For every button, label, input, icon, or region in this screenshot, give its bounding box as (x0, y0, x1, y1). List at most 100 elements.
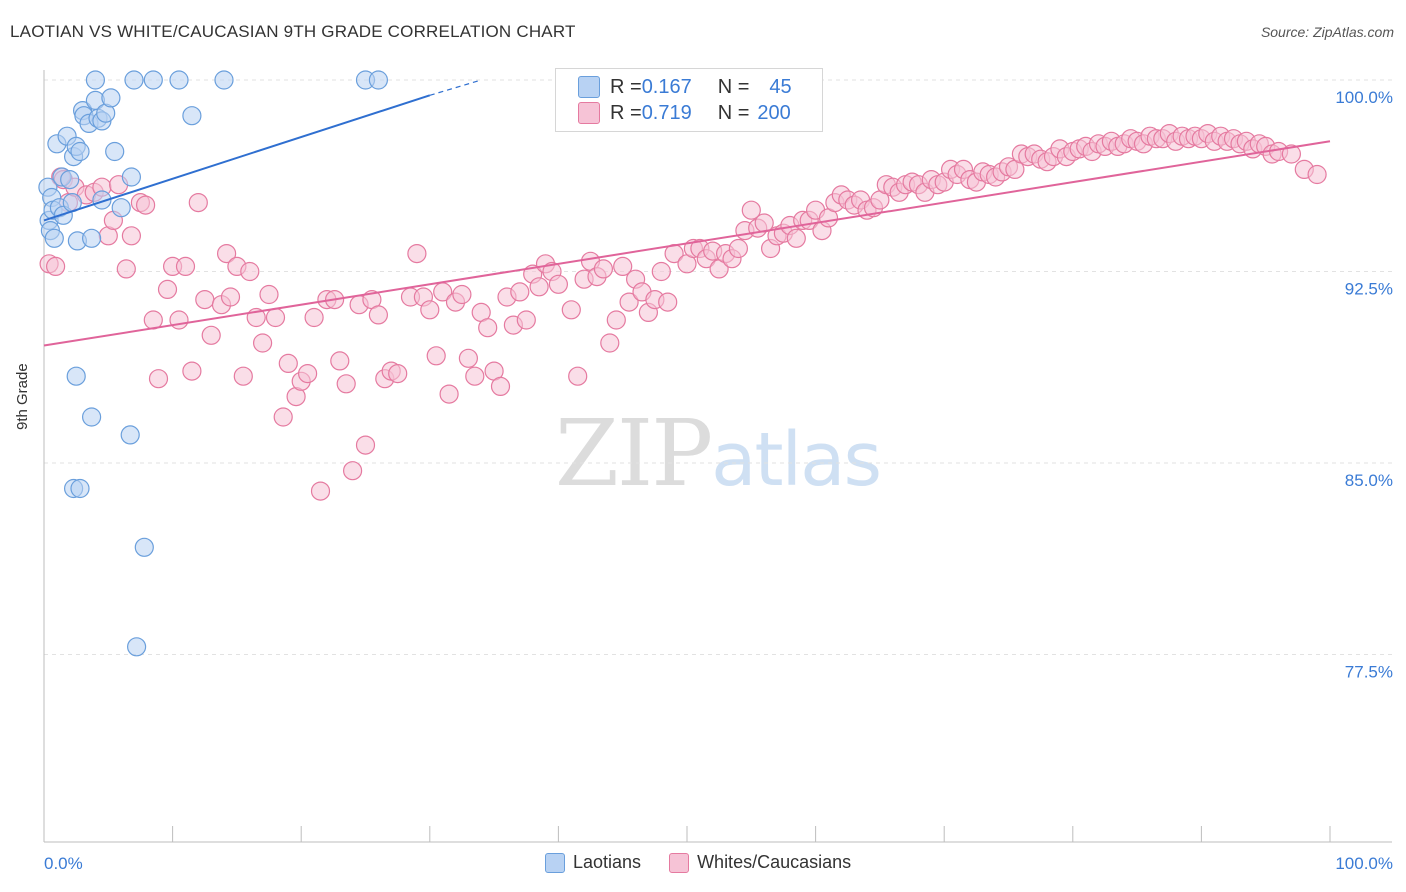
point-laotians (92, 190, 112, 210)
point-laotians (66, 366, 86, 386)
trend-line-whites (43, 140, 1331, 347)
y-axis-label: 9th Grade (14, 363, 31, 430)
trend-lines (43, 79, 1331, 347)
watermark-zip: ZIP (555, 400, 713, 507)
axes (43, 70, 1392, 843)
point-laotians (143, 70, 163, 90)
point-whites (407, 244, 427, 264)
point-whites (426, 346, 446, 366)
point-laotians (105, 141, 125, 162)
point-whites (330, 351, 350, 371)
legend-swatch-whites (669, 852, 690, 873)
point-laotians (81, 228, 102, 248)
tick-labels: 77.5% 85.0% 92.5% 100.0% 0.0% 100.0% (44, 88, 1393, 873)
legend-label-whites: Whites/Caucasians (697, 852, 852, 872)
point-laotians (169, 70, 189, 90)
point-whites (182, 361, 202, 381)
r-value: 0.719 (641, 101, 692, 124)
point-whites (233, 366, 253, 386)
point-whites (613, 256, 633, 276)
watermark-atlas: atlas (711, 417, 882, 503)
r-value: 0.167 (641, 75, 692, 98)
point-whites (116, 259, 136, 279)
point-whites (619, 292, 639, 312)
n-label: N = (717, 101, 750, 124)
point-whites (529, 277, 549, 297)
point-laotians (120, 425, 140, 445)
point-whites (368, 305, 388, 325)
y-tick-label: 100.0% (1335, 88, 1393, 107)
point-laotians (81, 407, 102, 427)
point-whites (253, 333, 273, 353)
point-laotians (70, 141, 90, 162)
point-whites (220, 287, 241, 307)
x-tick-label: 0.0% (44, 854, 83, 873)
point-whites (510, 282, 530, 302)
point-laotians (214, 70, 234, 90)
point-whites (490, 376, 511, 396)
point-whites (651, 261, 671, 282)
point-whites (45, 256, 66, 276)
point-laotians (182, 106, 202, 126)
point-laotians (124, 70, 144, 90)
point-whites (420, 300, 440, 320)
point-whites (259, 284, 279, 305)
point-whites (188, 193, 208, 213)
point-laotians (127, 637, 147, 657)
point-laotians (101, 88, 121, 108)
point-whites (310, 481, 331, 501)
stats-box: R = 0.167 N = 45 R = 0.719 N = 200 (555, 68, 823, 132)
point-whites (157, 279, 178, 299)
point-whites (148, 369, 169, 389)
point-whites (439, 384, 459, 404)
stats-row-laotians: R = 0.167 N = 45 (578, 74, 792, 100)
point-whites (1307, 164, 1327, 185)
point-whites (1281, 144, 1302, 164)
x-tick-label: 100.0% (1335, 854, 1393, 873)
point-whites (658, 292, 678, 312)
whites-swatch (578, 102, 600, 124)
chart-title: LAOTIAN VS WHITE/CAUCASIAN 9TH GRADE COR… (10, 22, 576, 41)
point-whites (195, 290, 215, 310)
point-whites (304, 307, 324, 328)
laotians-swatch (578, 76, 600, 98)
trend-line-laotians (43, 94, 431, 222)
n-value: 200 (757, 101, 791, 124)
point-whites (568, 366, 588, 386)
point-whites (336, 374, 356, 394)
point-laotians (134, 537, 154, 557)
legend-label-laotians: Laotians (573, 852, 642, 872)
point-whites (452, 284, 472, 305)
point-whites (458, 348, 478, 368)
watermark: ZIPatlas (555, 400, 882, 507)
point-whites (240, 261, 260, 282)
point-whites (136, 195, 156, 215)
point-laotians (70, 478, 90, 499)
point-whites (465, 366, 485, 386)
point-laotians (85, 70, 106, 90)
point-laotians (44, 228, 64, 248)
point-whites (561, 300, 581, 320)
data-points (38, 70, 1327, 657)
legend-item-whites[interactable]: Whites/Caucasians (669, 852, 851, 873)
point-whites (388, 364, 408, 384)
point-whites (516, 310, 536, 330)
point-whites (355, 435, 376, 455)
point-laotians (121, 167, 141, 187)
point-whites (593, 259, 614, 279)
point-whites (741, 200, 761, 220)
source-label: Source: ZipAtlas.com (1260, 24, 1394, 40)
point-whites (786, 228, 806, 248)
y-tick-label: 77.5% (1345, 663, 1393, 682)
point-whites (278, 353, 298, 373)
point-whites (600, 333, 620, 353)
legend-item-laotians[interactable]: Laotians (545, 852, 641, 873)
point-whites (121, 226, 141, 246)
point-whites (478, 318, 498, 338)
point-laotians (111, 198, 131, 218)
r-label: R = (610, 75, 642, 98)
point-whites (728, 238, 749, 259)
point-whites (201, 325, 221, 345)
point-whites (265, 307, 286, 328)
